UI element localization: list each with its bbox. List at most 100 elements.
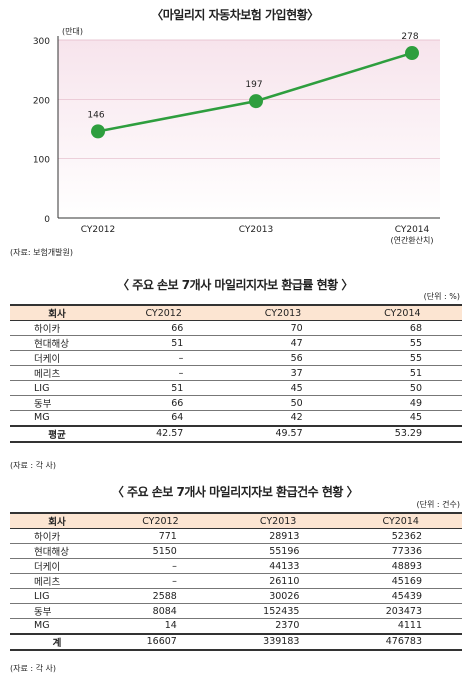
- data-point: [249, 94, 263, 109]
- table2-header-cell: 회사: [10, 512, 104, 529]
- table1-total-row: 평균 42.57 49.57 53.29: [10, 424, 462, 443]
- table2-cell: 152435: [216, 603, 340, 619]
- table2-row: MG 14 2370 4111: [10, 618, 462, 634]
- table2-cell: 현대해상: [10, 543, 104, 559]
- table2-cell: 203473: [339, 603, 462, 619]
- table1-header-cell: CY2013: [223, 304, 343, 321]
- table2-row: 하이카 771 28913 52362: [10, 528, 462, 544]
- table1-cell: 51: [342, 365, 462, 381]
- table2-cell: 2370: [216, 618, 340, 634]
- table1-cell: 49: [342, 395, 462, 411]
- table1-cell: 더케이: [10, 350, 104, 366]
- table2-cell: 하이카: [10, 528, 104, 544]
- table1-cell: 45: [223, 380, 343, 396]
- table1-cell: –: [104, 365, 224, 381]
- table2-cell: 55196: [216, 543, 340, 559]
- data-label: 278: [401, 32, 418, 42]
- table2-row: LIG 2588 30026 45439: [10, 588, 462, 604]
- table1-total-cell: 49.57: [223, 424, 343, 443]
- table2-total-cell: 339183: [216, 632, 340, 651]
- table1-cell: 42: [223, 410, 343, 426]
- table2-cell: 2588: [104, 588, 217, 604]
- data-label: 146: [87, 110, 104, 120]
- y-tick-label: 300: [33, 37, 50, 47]
- table1-row: LIG 51 45 50: [10, 380, 462, 396]
- table1-cell: 50: [223, 395, 343, 411]
- table1-cell: 55: [342, 335, 462, 351]
- table2-row: 메리츠 –26110 45169: [10, 573, 462, 589]
- table1-header-cell: CY2014: [342, 304, 462, 321]
- table1-row: MG 64 42 45: [10, 410, 462, 426]
- table2-cell: 48893: [339, 558, 462, 574]
- table2-row: 동부 8084 152435 203473: [10, 603, 462, 619]
- table2-source: (자료 : 각 사): [10, 664, 57, 673]
- data-point: [405, 46, 419, 61]
- table1: 회사 CY2012 CY2013 CY2014 하이카 66 70 68 현대해상 51 4…: [10, 304, 462, 443]
- table1-cell: 56: [223, 350, 343, 366]
- x-tick-label: CY2012: [81, 225, 116, 235]
- table1-total-cell: 42.57: [104, 424, 224, 443]
- table2-total-cell: 계: [10, 632, 104, 651]
- table2-cell: –: [104, 558, 217, 574]
- table1-row: 현대해상 51 47 55: [10, 335, 462, 351]
- table2-cell: 52362: [339, 528, 462, 544]
- table2-header-row: 회사 CY2012 CY2013 CY2014: [10, 512, 462, 529]
- table2: 회사 CY2012 CY2013 CY2014 하이카 771 28913 52362…: [10, 512, 462, 651]
- table2-row: 더케이 –44133 48893: [10, 558, 462, 574]
- table1-cell: 66: [104, 320, 224, 336]
- table1-unit: (단위 : %): [423, 292, 460, 301]
- table2-cell: 30026: [216, 588, 340, 604]
- x-tick-label: CY2013: [239, 225, 274, 235]
- table1-cell: MG: [10, 410, 104, 426]
- table2-cell: 77336: [339, 543, 462, 559]
- table1-row: 메리츠 –37 51: [10, 365, 462, 381]
- plot-area: [58, 40, 440, 218]
- table2-cell: 4111: [339, 618, 462, 634]
- chart-unit: (만대): [62, 27, 83, 36]
- table1-cell: –: [104, 350, 224, 366]
- table2-cell: MG: [10, 618, 104, 634]
- y-tick-label: 200: [33, 96, 50, 106]
- table1-total-cell: 평균: [10, 424, 104, 443]
- table2-header-cell: CY2013: [216, 512, 340, 529]
- table2-cell: 45439: [339, 588, 462, 604]
- table1-header-cell: CY2012: [104, 304, 224, 321]
- table2-cell: 14: [104, 618, 217, 634]
- table2-cell: –: [104, 573, 217, 589]
- table1-header-cell: 회사: [10, 304, 104, 321]
- line-chart: 0 100 200 300 146 CY2012 197 CY2013 278 CY2014(연간…: [33, 32, 440, 245]
- table1-cell: 50: [342, 380, 462, 396]
- table1-cell: 37: [223, 365, 343, 381]
- table2-cell: 28913: [216, 528, 340, 544]
- table2-total-row: 계 16607 339183 476783: [10, 632, 462, 651]
- chart-source: (자료: 보험개발원): [10, 248, 73, 257]
- table2-cell: 더케이: [10, 558, 104, 574]
- table1-title: 〈 주요 손보 7개사 마일리지자보 환급률 현황 〉: [117, 278, 353, 292]
- chart-title: 〈마일리지 자동차보험 가입현황〉: [151, 8, 319, 22]
- table1-cell: 51: [104, 335, 224, 351]
- table2-total-cell: 476783: [339, 632, 462, 651]
- table1-header-row: 회사 CY2012 CY2013 CY2014: [10, 304, 462, 321]
- table1-cell: 47: [223, 335, 343, 351]
- table2-total-cell: 16607: [104, 632, 217, 651]
- table1-row: 하이카 66 70 68: [10, 320, 462, 336]
- table2-cell: 8084: [104, 603, 217, 619]
- table2-cell: 동부: [10, 603, 104, 619]
- table2-unit: (단위 : 건수): [416, 500, 460, 509]
- table1-row: 더케이 –56 55: [10, 350, 462, 366]
- x-tick-label: CY2014: [395, 225, 430, 235]
- y-tick-label: 100: [33, 156, 50, 166]
- y-tick-label: 0: [44, 215, 50, 225]
- table2-title: 〈 주요 손보 7개사 마일리지자보 환급건수 현황 〉: [111, 485, 359, 499]
- table1-row: 동부 66 50 49: [10, 395, 462, 411]
- table2-cell: 메리츠: [10, 573, 104, 589]
- table2-cell: 45169: [339, 573, 462, 589]
- table1-cell: 하이카: [10, 320, 104, 336]
- table1-cell: 51: [104, 380, 224, 396]
- table1-cell: 66: [104, 395, 224, 411]
- data-point: [91, 124, 105, 139]
- table2-header-cell: CY2014: [339, 512, 462, 529]
- table2-header-cell: CY2012: [104, 512, 217, 529]
- table1-cell: 현대해상: [10, 335, 104, 351]
- table1-cell: 68: [342, 320, 462, 336]
